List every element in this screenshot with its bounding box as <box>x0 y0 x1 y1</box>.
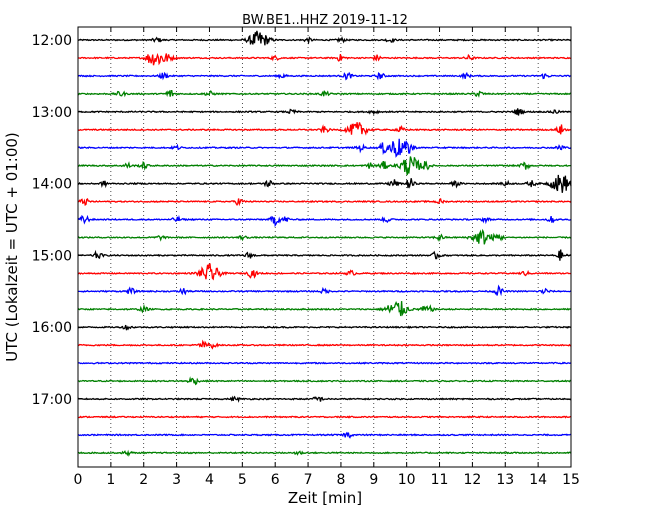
seismo-trace <box>77 197 572 207</box>
y-tick-label: 13:00 <box>32 105 72 121</box>
x-tick-label: 0 <box>74 472 83 488</box>
x-tick-label: 2 <box>139 472 148 488</box>
seismo-trace <box>77 89 572 98</box>
y-tick-label: 15:00 <box>32 248 72 264</box>
x-tick-label: 12 <box>463 472 481 488</box>
x-tick-label: 15 <box>562 472 580 488</box>
y-tick-label: 17:00 <box>32 392 72 408</box>
x-tick-label: 10 <box>398 472 416 488</box>
x-tick-label: 8 <box>336 472 345 488</box>
seismo-trace <box>77 300 572 317</box>
x-tick-label: 1 <box>106 472 115 488</box>
x-tick-label: 13 <box>496 472 514 488</box>
seismo-trace <box>77 431 572 439</box>
y-axis-label: UTC (Lokalzeit = UTC + 01:00) <box>3 132 21 362</box>
y-tick-label: 12:00 <box>32 33 72 49</box>
x-tick-label: 9 <box>369 472 378 488</box>
x-tick-label: 7 <box>304 472 313 488</box>
seismo-trace <box>77 108 572 116</box>
seismo-trace <box>77 339 572 350</box>
seismo-trace <box>77 376 572 386</box>
y-tick-label: 14:00 <box>32 177 72 193</box>
seismo-trace <box>77 122 572 136</box>
seismo-trace <box>77 249 571 261</box>
seismo-trace <box>77 138 572 158</box>
chart-title: BW.BE1..HHZ 2019-11-12 <box>242 13 408 28</box>
seismo-trace <box>77 449 572 457</box>
traces <box>77 30 572 457</box>
y-tick-label: 16:00 <box>32 320 72 336</box>
seismo-trace <box>77 30 572 46</box>
seismo-trace <box>77 361 572 365</box>
seismo-trace <box>78 284 572 297</box>
seismo-trace <box>77 71 572 81</box>
plot-frame <box>77 26 572 468</box>
seismo-trace <box>77 263 572 281</box>
x-tick-label: 3 <box>172 472 181 488</box>
x-tick-label: 11 <box>431 472 449 488</box>
x-axis-label: Zeit [min] <box>288 489 362 507</box>
x-tick-label: 6 <box>271 472 280 488</box>
x-tick-label: 14 <box>529 472 547 488</box>
seismo-trace <box>77 324 572 331</box>
seismo-trace <box>77 52 572 66</box>
seismo-trace <box>77 395 572 403</box>
x-tick-label: 4 <box>205 472 214 488</box>
seismo-trace <box>77 228 572 245</box>
seismo-trace <box>77 214 572 228</box>
seismo-trace <box>77 174 572 193</box>
grid-lines <box>110 27 539 467</box>
axis-ticks: 0 1 2 3 4 5 6 7 8 9 10 11 12 13 14 1512:0013:0014:0015:… <box>32 27 580 488</box>
x-tick-label: 5 <box>238 472 247 488</box>
seismo-trace <box>78 415 571 419</box>
seismo-trace <box>77 156 571 176</box>
